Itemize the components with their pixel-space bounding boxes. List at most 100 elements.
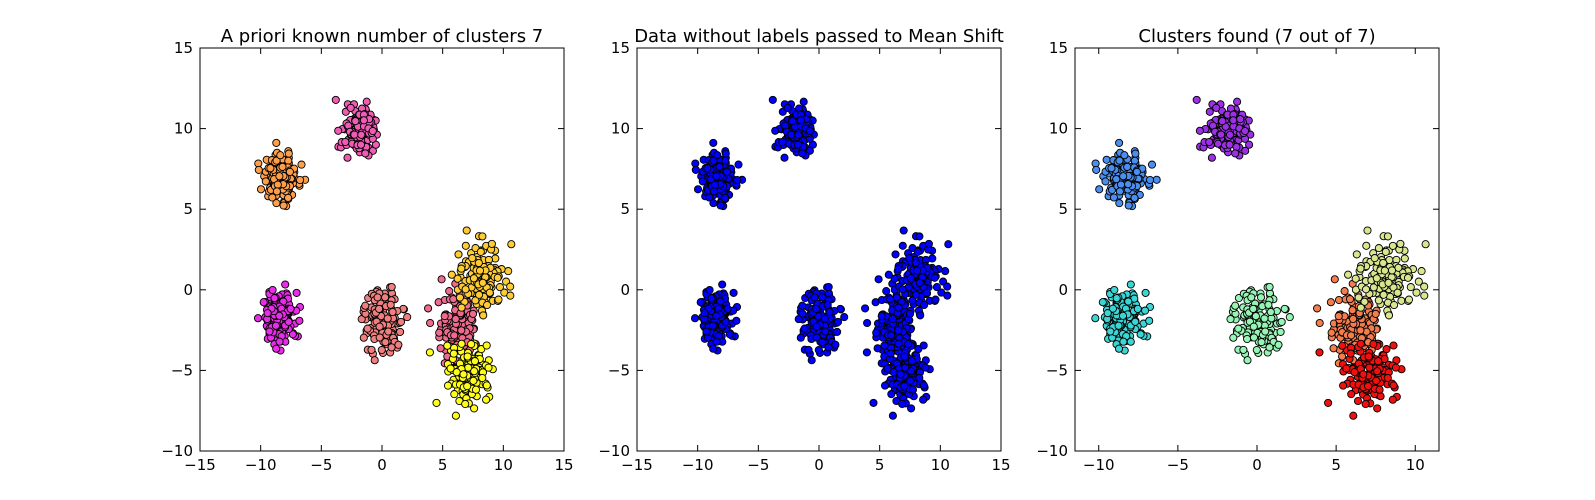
- data-point: [783, 103, 792, 112]
- data-point: [709, 187, 718, 196]
- x-tick-label: 15: [554, 456, 573, 474]
- data-point: [1115, 199, 1124, 208]
- x-tick-label: −10: [245, 456, 277, 474]
- data-point: [1350, 368, 1359, 377]
- data-point: [787, 130, 796, 139]
- data-point: [457, 303, 466, 312]
- data-point: [449, 349, 458, 358]
- data-point: [288, 330, 297, 339]
- data-point: [1229, 333, 1238, 342]
- data-point: [907, 357, 916, 366]
- data-point: [880, 381, 890, 390]
- data-point: [377, 345, 386, 355]
- data-point: [363, 324, 372, 333]
- data-point: [484, 363, 493, 372]
- data-point: [1212, 103, 1221, 112]
- data-point: [1249, 333, 1259, 342]
- data-point: [888, 314, 897, 324]
- chart-title: Data without labels passed to Mean Shift: [634, 26, 1004, 47]
- data-point: [457, 264, 466, 273]
- data-point: [915, 232, 924, 241]
- data-point: [1349, 411, 1358, 420]
- data-point: [381, 338, 390, 347]
- data-point: [478, 278, 487, 287]
- data-point: [1326, 298, 1335, 307]
- data-point: [1363, 226, 1372, 235]
- data-point: [1276, 327, 1285, 336]
- data-point: [387, 282, 396, 292]
- data-point: [1123, 162, 1132, 171]
- data-point: [900, 382, 909, 391]
- data-point: [1315, 348, 1324, 357]
- data-point: [896, 370, 905, 379]
- data-point: [375, 322, 384, 331]
- data-point: [275, 172, 284, 181]
- data-point: [295, 316, 304, 325]
- data-point: [721, 149, 730, 158]
- y-tick-label: −5: [1046, 361, 1068, 379]
- data-point: [1106, 327, 1115, 336]
- data-point: [894, 303, 903, 312]
- data-point: [451, 411, 460, 420]
- data-point: [780, 153, 789, 162]
- x-tick-label: 5: [438, 456, 448, 474]
- data-point: [1420, 282, 1429, 291]
- data-point: [1344, 270, 1353, 279]
- data-point: [861, 304, 870, 313]
- data-point: [1364, 352, 1373, 361]
- data-point: [1240, 126, 1250, 136]
- data-point: [482, 381, 491, 390]
- data-point: [461, 285, 470, 294]
- x-tick-label: 0: [1252, 456, 1262, 474]
- data-point: [788, 117, 797, 126]
- data-point: [271, 321, 280, 330]
- y-tick-label: 15: [1049, 39, 1068, 57]
- data-point: [494, 295, 503, 304]
- data-point: [1114, 321, 1123, 330]
- data-point: [284, 193, 293, 202]
- data-point: [1417, 267, 1426, 276]
- data-point: [814, 345, 823, 355]
- plot-frame: [636, 47, 1002, 452]
- data-point: [1112, 294, 1121, 303]
- data-point: [906, 274, 915, 283]
- data-point: [889, 368, 898, 377]
- data-point: [1243, 334, 1252, 344]
- data-point: [1225, 130, 1235, 139]
- data-point: [452, 368, 461, 377]
- data-point: [1369, 340, 1378, 349]
- x-tick-label: 0: [377, 456, 387, 474]
- data-point: [272, 344, 281, 353]
- data-point: [1118, 311, 1128, 320]
- y-tick-label: 5: [620, 200, 630, 218]
- data-point: [1352, 250, 1361, 259]
- data-point: [297, 160, 306, 169]
- data-point: [702, 327, 711, 336]
- data-point: [476, 247, 485, 256]
- y-tick-label: −10: [1036, 442, 1068, 460]
- data-point: [469, 274, 478, 283]
- data-point: [1234, 324, 1243, 333]
- data-point: [887, 331, 896, 340]
- data-point: [899, 226, 908, 235]
- data-point: [1356, 326, 1365, 335]
- data-point: [1373, 404, 1382, 413]
- data-point: [485, 288, 494, 297]
- data-point: [886, 349, 895, 358]
- data-point: [1379, 290, 1388, 299]
- data-point: [1115, 138, 1124, 147]
- plot-frame: [199, 47, 565, 452]
- data-point: [908, 385, 918, 394]
- data-point: [705, 193, 714, 202]
- data-point: [1381, 247, 1390, 256]
- data-point: [712, 337, 721, 346]
- data-point: [479, 311, 488, 320]
- data-point: [691, 165, 700, 174]
- y-tick-label: −5: [171, 361, 193, 379]
- data-point: [824, 343, 833, 352]
- data-point: [1130, 193, 1139, 202]
- data-point: [943, 291, 952, 300]
- y-tick-label: −10: [598, 442, 630, 460]
- data-point: [1338, 352, 1347, 361]
